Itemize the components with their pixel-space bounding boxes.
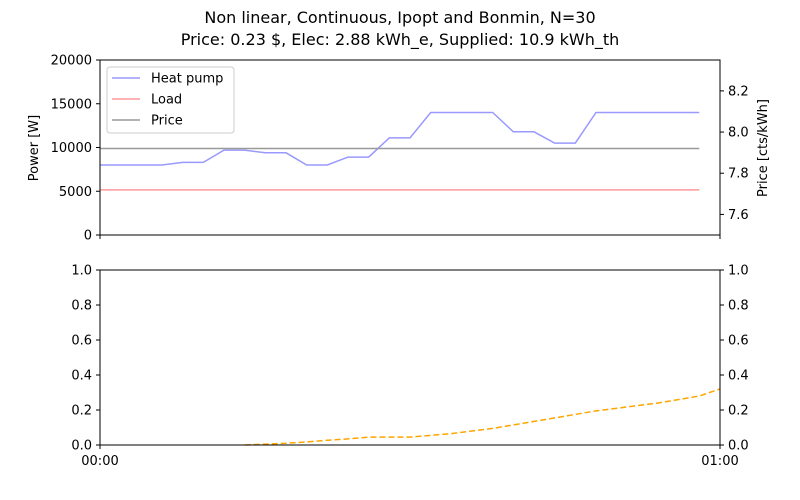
legend-label-load: Load xyxy=(151,93,182,108)
ytick-right-label: 8.2 xyxy=(728,84,749,99)
legend: Heat pump Load Price xyxy=(106,66,235,134)
ytick-right-label: 8.0 xyxy=(728,126,749,141)
legend-label-heat-pump: Heat pump xyxy=(151,72,223,87)
bottom-xticks: 00:00 01:00 xyxy=(81,445,739,469)
top-left-yticks: 0 5000 10000 15000 20000 xyxy=(51,54,100,244)
bottom-axes: 0.0 0.2 0.4 0.6 0.8 1.0 0.0 0.2 0.4 0.6 0.8 1.0 00… xyxy=(71,264,748,470)
ytick-label: 15000 xyxy=(51,97,92,112)
ytick-right-label: 0.8 xyxy=(728,299,749,314)
series-line-heat-pump xyxy=(100,111,700,166)
figure-title-line2: Price: 0.23 $, Elec: 2.88 kWh_e, Supplie… xyxy=(181,30,620,50)
figure-title-line1: Non linear, Continuous, Ipopt and Bonmin… xyxy=(204,8,595,27)
top-ylabel-right: Price [cts/kWh] xyxy=(756,99,771,197)
ytick-label: 0.2 xyxy=(71,404,92,419)
legend-label-price: Price xyxy=(151,114,183,129)
top-xticks xyxy=(99,235,721,239)
bottom-right-yticks: 0.0 0.2 0.4 0.6 0.8 1.0 xyxy=(720,264,749,454)
ytick-right-label: 0.2 xyxy=(728,404,749,419)
ytick-right-label: 0.6 xyxy=(728,334,749,349)
series-line-bottom-0 xyxy=(244,388,721,446)
ytick-label: 0.8 xyxy=(71,299,92,314)
ytick-label: 5000 xyxy=(59,185,92,200)
bottom-plot-lines xyxy=(244,388,721,446)
xtick-label: 01:00 xyxy=(701,454,738,469)
ytick-label: 10000 xyxy=(51,141,92,156)
ytick-label: 20000 xyxy=(51,54,92,69)
top-axes: 0 5000 10000 15000 20000 7.6 7.8 8.0 8.2 Power … xyxy=(27,54,771,244)
top-right-yticks: 7.6 7.8 8.0 8.2 xyxy=(720,84,749,223)
top-plot-lines xyxy=(100,111,700,191)
ytick-label: 0 xyxy=(84,229,92,244)
ytick-label: 0.6 xyxy=(71,334,92,349)
ytick-right-label: 0.0 xyxy=(728,439,749,454)
top-ylabel-left: Power [W] xyxy=(27,115,42,181)
ytick-right-label: 1.0 xyxy=(728,264,749,279)
bottom-axes-frame xyxy=(99,269,721,446)
ytick-label: 0.4 xyxy=(71,369,92,384)
bottom-left-yticks: 0.0 0.2 0.4 0.6 0.8 1.0 xyxy=(71,264,100,454)
xtick-label: 00:00 xyxy=(81,454,118,469)
ytick-right-label: 7.8 xyxy=(728,167,749,182)
ytick-label: 0.0 xyxy=(71,439,92,454)
ytick-label: 1.0 xyxy=(71,264,92,279)
ytick-right-label: 0.4 xyxy=(728,369,749,384)
ytick-right-label: 7.6 xyxy=(728,208,749,223)
legend-box xyxy=(106,66,235,134)
